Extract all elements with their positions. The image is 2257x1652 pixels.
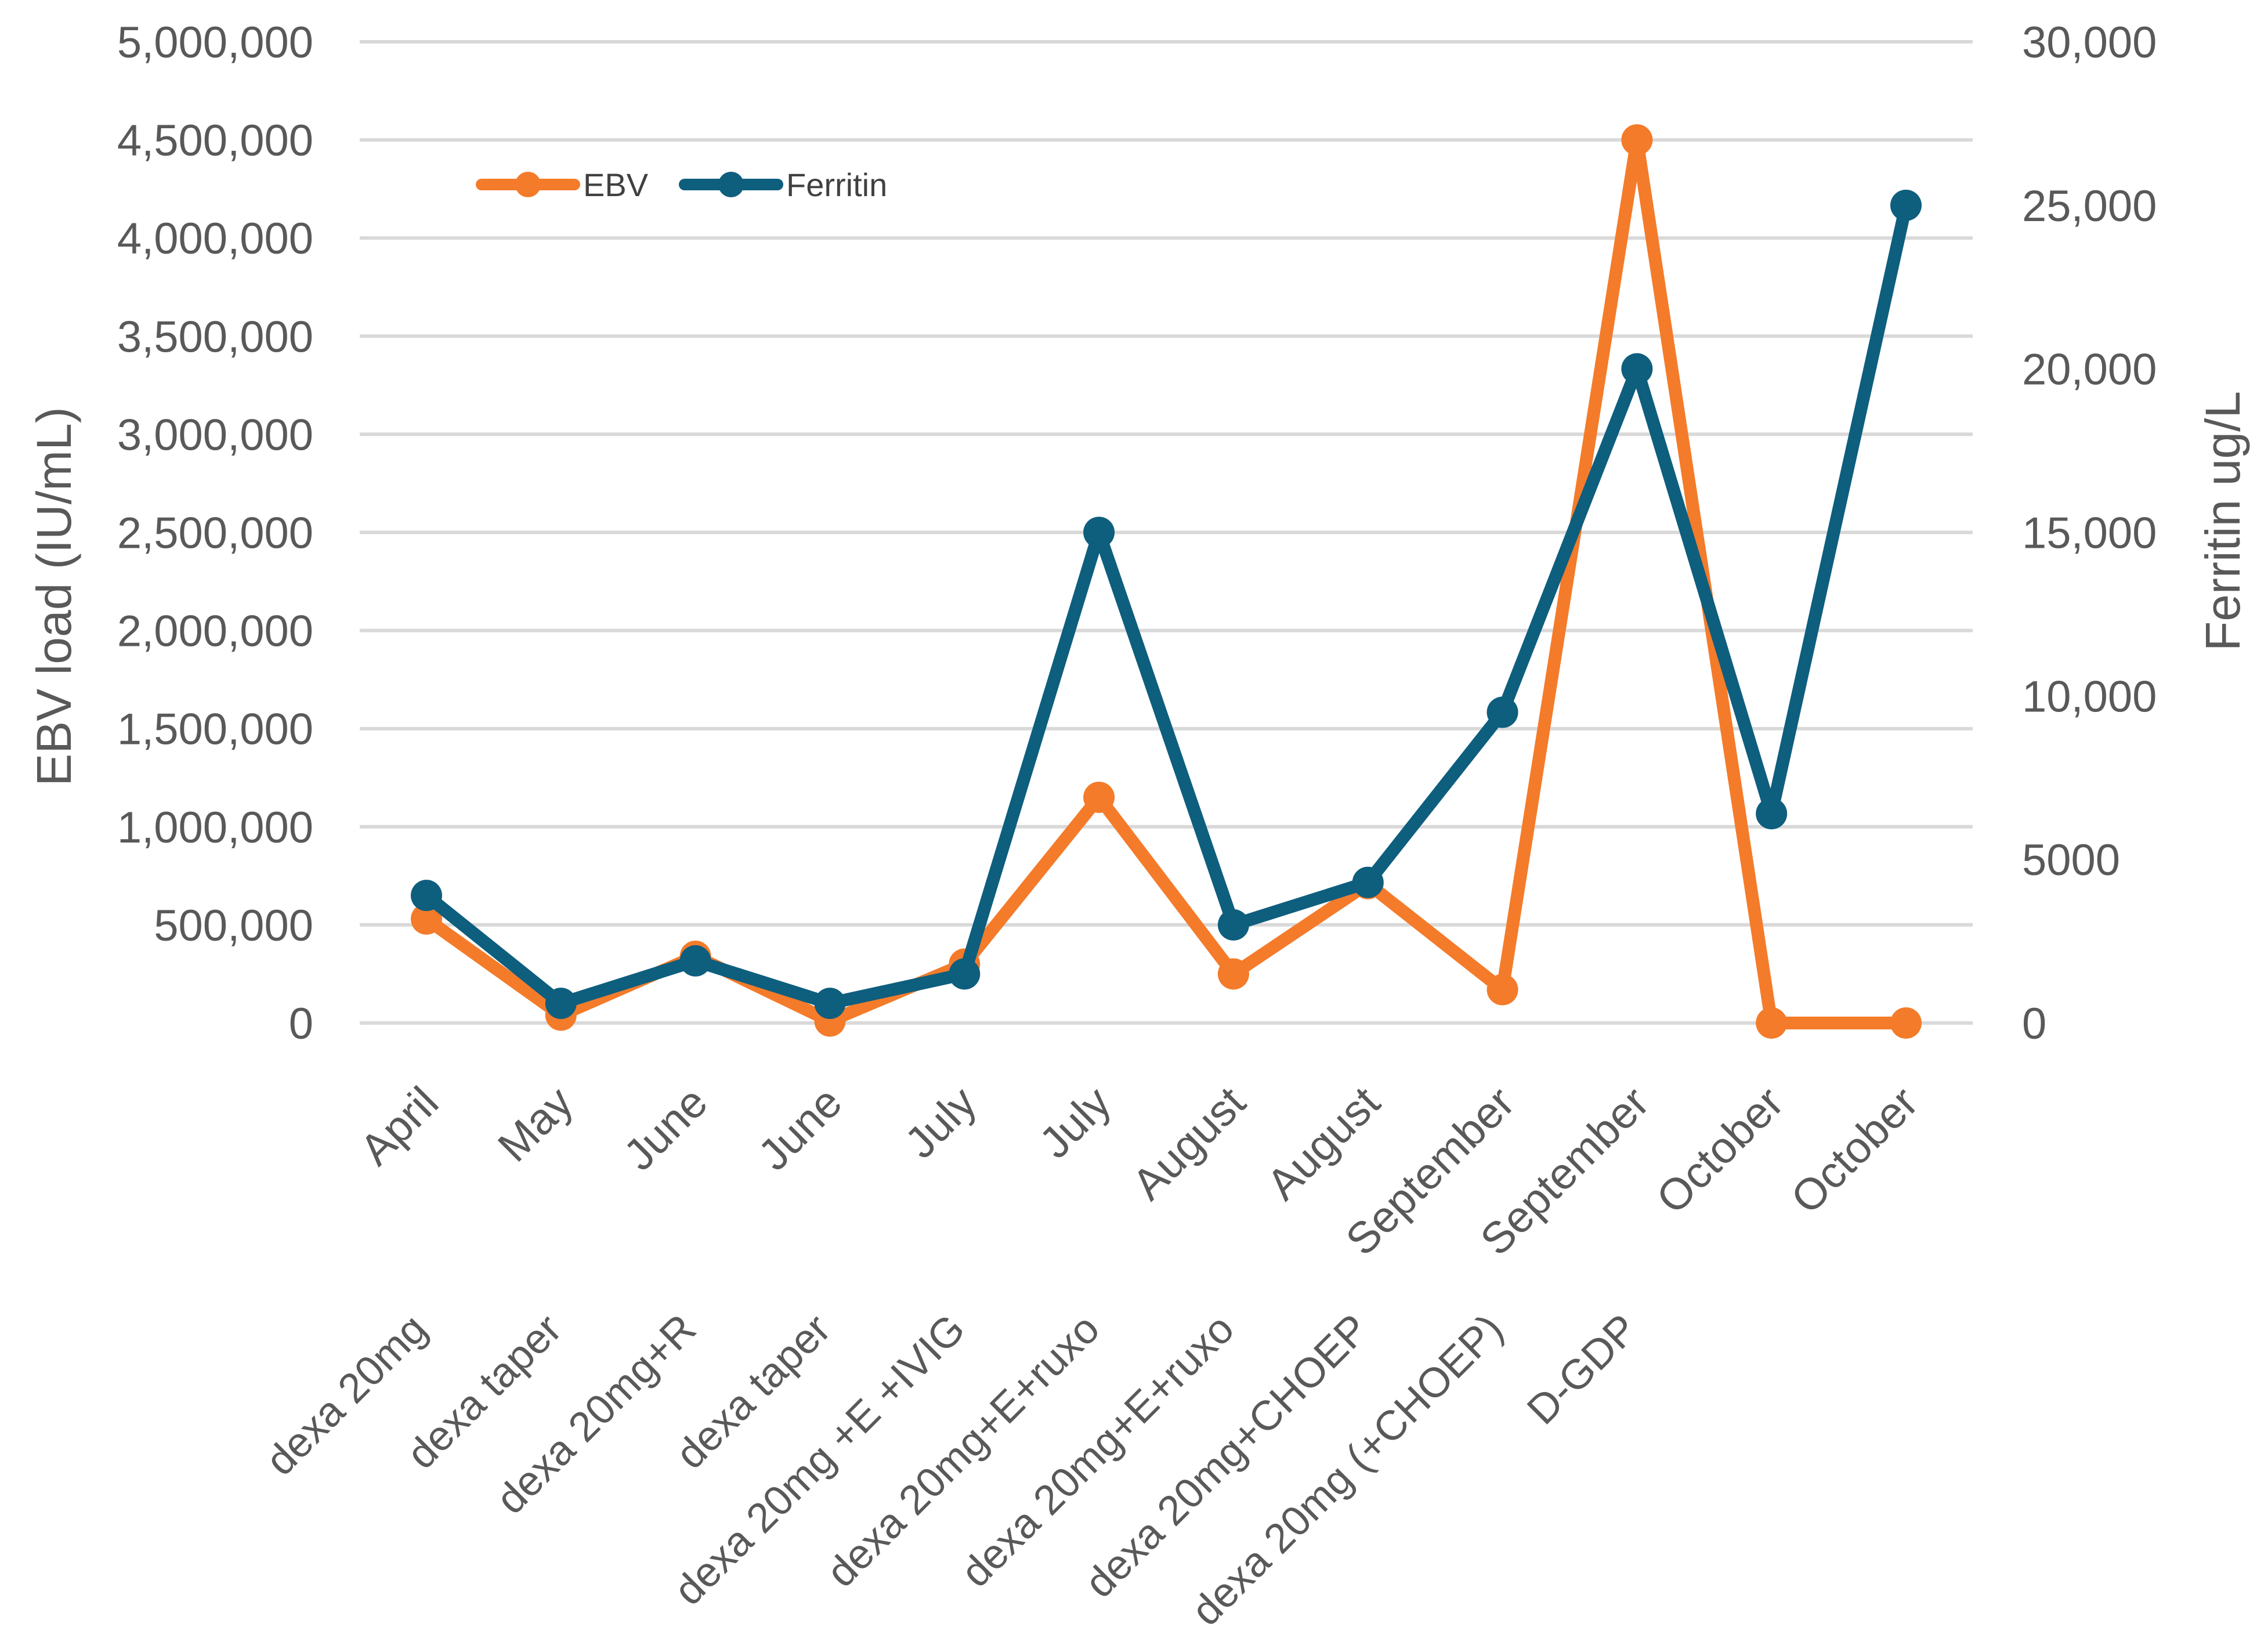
legend: EBV Ferritin [476, 167, 887, 203]
right-axis-title: Ferritin ug/L [2195, 391, 2250, 651]
left-tick-label: 4,000,000 [117, 214, 313, 263]
right-tick-label: 10,000 [2022, 672, 2157, 721]
right-tick-label: 0 [2022, 999, 2046, 1049]
left-tick-label: 3,000,000 [117, 410, 313, 460]
legend-ferritin-marker [718, 172, 744, 197]
right-tick-label: 5000 [2022, 836, 2120, 885]
right-tick-label: 25,000 [2022, 182, 2157, 231]
category-labels: April May June June July July August AugustSept… [350, 1078, 1927, 1265]
ebv-data-point [1217, 958, 1249, 990]
left-tick-label: 1,000,000 [117, 803, 313, 852]
left-tick-label: 4,500,000 [117, 116, 313, 165]
category-label: June [749, 1078, 852, 1180]
left-tick-label: 2,500,000 [117, 509, 313, 558]
ebv-data-point [1621, 124, 1653, 156]
category-label: October [1782, 1078, 1927, 1223]
ferritin-data-point [1756, 798, 1788, 830]
ferritin-series-line [420, 198, 1912, 1010]
category-label: October [1647, 1078, 1793, 1223]
ferritin-data-point [679, 945, 711, 977]
ferritin-data-point [1083, 516, 1115, 548]
left-tick-label: 3,500,000 [117, 312, 313, 362]
category-label: July [1030, 1078, 1120, 1168]
category-label: April [350, 1078, 448, 1175]
right-tick-label: 30,000 [2022, 18, 2157, 67]
ebv-data-point [1486, 974, 1518, 1006]
left-axis-title: EBV load (IU/mL) [27, 407, 81, 786]
left-tick-label: 2,000,000 [117, 607, 313, 656]
left-axis-ticks: 0 500,000 1,000,000 1,500,000 2,000,000 2,500… [117, 18, 313, 1049]
legend-ferritin-label: Ferritin [786, 167, 887, 203]
ebv-data-point [1756, 1007, 1788, 1039]
legend-ebv-label: EBV [583, 167, 649, 203]
ferritin-data-point [1217, 909, 1249, 941]
treatment-label: dexa 20mg [257, 1306, 436, 1484]
gridlines [360, 40, 1973, 1025]
ferritin-data-point [1890, 189, 1922, 221]
ebv-data-point [1083, 782, 1115, 814]
ebv-data-point [411, 903, 442, 935]
ebv-series-line [420, 133, 1912, 1029]
ferritin-data-point [949, 958, 981, 990]
category-label: July [896, 1078, 986, 1168]
ferritin-data-point [411, 880, 442, 912]
left-tick-label: 500,000 [154, 901, 313, 950]
legend-ebv-marker [515, 172, 541, 197]
ebv-data-point [1890, 1007, 1922, 1039]
series-layer [411, 124, 1922, 1039]
right-axis-ticks: 0 5000 10,000 15,000 20,000 25,000 30,000 [2022, 18, 2157, 1049]
right-tick-label: 20,000 [2022, 345, 2157, 395]
treatment-label: D-GDP [1518, 1306, 1647, 1434]
ferritin-data-point [1621, 353, 1653, 385]
ferritin-data-point [1486, 696, 1518, 728]
ferritin-data-point [814, 988, 846, 1020]
right-tick-label: 15,000 [2022, 509, 2157, 558]
category-label: August [1123, 1078, 1255, 1209]
ferritin-data-point [545, 988, 577, 1020]
left-tick-label: 5,000,000 [117, 18, 313, 67]
left-tick-label: 1,500,000 [117, 705, 313, 754]
category-label: August [1257, 1078, 1389, 1209]
ferritin-data-point [1352, 866, 1384, 898]
category-label: June [614, 1078, 717, 1180]
left-tick-label: 0 [289, 999, 313, 1049]
category-label: May [489, 1078, 583, 1172]
